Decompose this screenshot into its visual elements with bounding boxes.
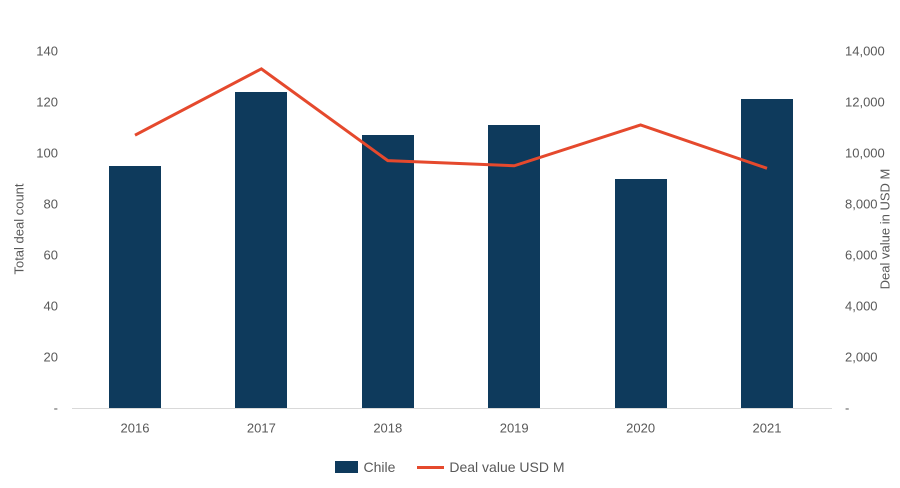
bar-2020 bbox=[614, 178, 667, 408]
left-axis-tick-80: 80 bbox=[43, 196, 58, 212]
bar-2021 bbox=[741, 99, 793, 408]
right-axis-tick-8000: 8,000 bbox=[845, 196, 878, 212]
x-axis-label-2019: 2019 bbox=[499, 420, 529, 436]
left-axis-tick-40: 40 bbox=[43, 298, 58, 314]
legend-label-deal-value: Deal value USD M bbox=[449, 459, 565, 475]
right-axis-tick-14000: 14,000 bbox=[845, 43, 885, 59]
legend-label-chile: Chile bbox=[363, 459, 396, 475]
x-axis-label-2018: 2018 bbox=[373, 420, 403, 436]
left-axis-tick-20: 20 bbox=[43, 349, 58, 365]
bar-2019 bbox=[488, 124, 541, 408]
x-axis-label-2020: 2020 bbox=[626, 420, 656, 436]
left-axis-tick-100: 100 bbox=[36, 145, 58, 161]
left-axis-tick-0: - bbox=[53, 400, 58, 416]
right-axis-tick-0: - bbox=[845, 400, 850, 416]
legend-line-swatch bbox=[417, 465, 445, 469]
left-axis-tick-140: 140 bbox=[36, 43, 58, 59]
legend: Chile Deal value USD M bbox=[0, 459, 900, 475]
right-axis-tick-2000: 2,000 bbox=[845, 349, 878, 365]
x-axis-label-2016: 2016 bbox=[120, 420, 150, 436]
x-axis-line bbox=[72, 408, 832, 409]
right-axis-tick-6000: 6,000 bbox=[845, 247, 878, 263]
legend-bar-swatch bbox=[335, 461, 359, 473]
right-axis-tick-12000: 12,000 bbox=[845, 94, 885, 110]
bar-2018 bbox=[361, 135, 414, 408]
right-axis-tick-4000: 4,000 bbox=[845, 298, 878, 314]
bar-2017 bbox=[235, 91, 288, 408]
legend-item-deal-value: Deal value USD M bbox=[417, 459, 565, 475]
x-axis-label-2021: 2021 bbox=[752, 420, 782, 436]
bar-2016 bbox=[109, 165, 161, 408]
x-axis-label-2017: 2017 bbox=[246, 420, 276, 436]
left-axis-tick-120: 120 bbox=[36, 94, 58, 110]
left-axis-tick-60: 60 bbox=[43, 247, 58, 263]
legend-item-chile: Chile bbox=[335, 459, 395, 475]
deal-value-line bbox=[134, 67, 768, 170]
right-axis-tick-10000: 10,000 bbox=[845, 145, 885, 161]
